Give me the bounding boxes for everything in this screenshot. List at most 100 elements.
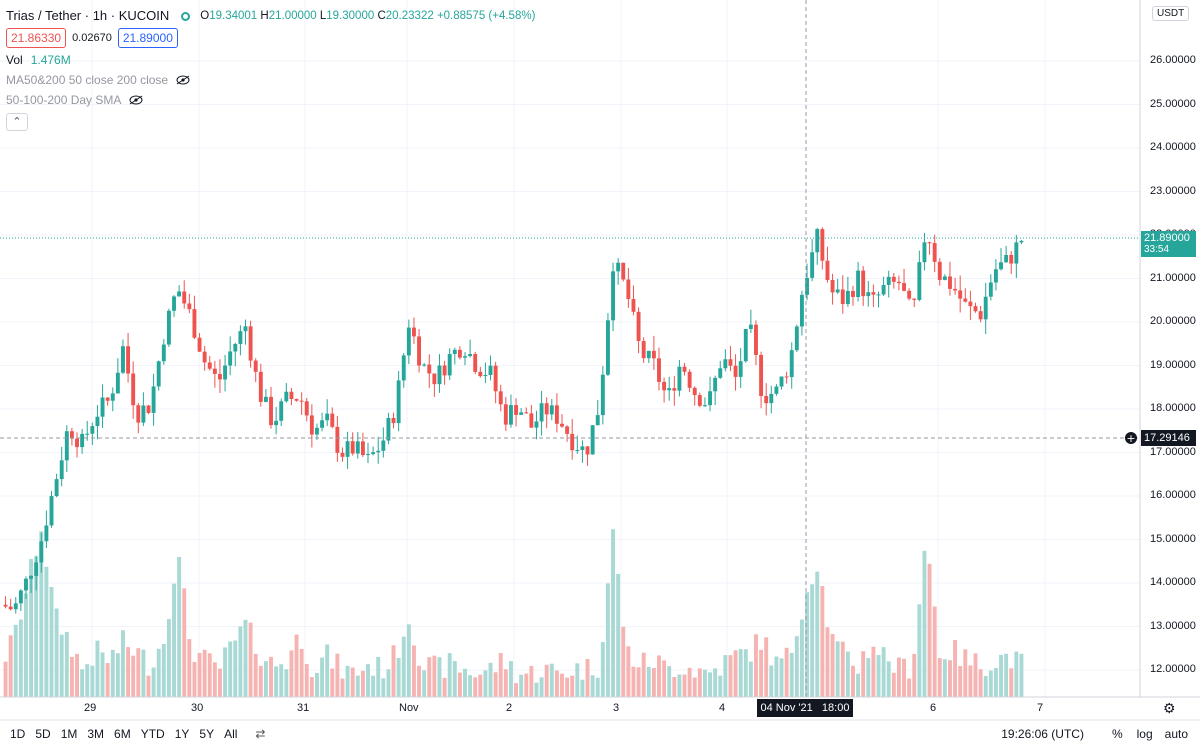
hidden-eye-icon[interactable] xyxy=(129,95,143,105)
price-tick-label: 17.00000 xyxy=(1150,445,1196,458)
volume-bar xyxy=(340,678,345,697)
candle-body xyxy=(146,405,151,413)
ohlc-values: O19.34001 H21.00000 L19.30000 C20.23322 … xyxy=(200,10,536,22)
volume-bar xyxy=(677,674,682,697)
volume-bar xyxy=(514,683,519,697)
volume-bar xyxy=(442,677,447,697)
candle-body xyxy=(549,405,554,415)
candle-body xyxy=(958,290,963,299)
auto-toggle[interactable]: auto xyxy=(1164,727,1188,741)
candle-body xyxy=(738,361,743,377)
candle-body xyxy=(851,290,855,297)
candle-body xyxy=(90,426,95,434)
candle-body xyxy=(381,440,386,451)
volume-bar xyxy=(355,675,360,697)
sell-price[interactable]: 21.86330 xyxy=(6,28,67,48)
candle-body xyxy=(366,454,370,456)
volume-bar xyxy=(243,619,248,697)
volume-bar xyxy=(876,654,881,697)
candle-body xyxy=(417,336,422,366)
indicator-ma[interactable]: MA50&200 50 close 200 close xyxy=(6,73,169,87)
candle-body xyxy=(172,296,176,311)
candle-body xyxy=(519,412,524,415)
candle-body xyxy=(64,431,69,461)
clock[interactable]: 19:26:06 (UTC) xyxy=(1001,727,1084,741)
candle-body xyxy=(401,355,406,381)
candle-body xyxy=(605,320,610,375)
candle-body xyxy=(748,324,753,329)
candle-body xyxy=(662,381,667,391)
volume-bar xyxy=(820,586,825,697)
volume-bar xyxy=(570,675,575,697)
volume-bar xyxy=(320,657,325,697)
range-1y[interactable]: 1Y xyxy=(174,727,190,741)
candle-body xyxy=(544,403,549,415)
candle-body xyxy=(427,364,432,374)
time-tick-label: 30 xyxy=(191,702,204,714)
candle-body xyxy=(253,360,258,372)
volume-bar xyxy=(830,633,835,697)
range-ytd[interactable]: YTD xyxy=(140,727,165,741)
hidden-eye-icon[interactable] xyxy=(176,75,190,85)
candle-body xyxy=(539,403,544,422)
candle-body xyxy=(1019,240,1024,243)
candle-body xyxy=(708,391,712,406)
range-5d[interactable]: 5D xyxy=(35,727,51,741)
buy-price[interactable]: 21.89000 xyxy=(117,28,178,48)
candle-body xyxy=(330,413,335,427)
candle-body xyxy=(953,288,958,291)
candle-body xyxy=(611,271,615,321)
candle-body xyxy=(468,354,473,357)
collapse-legend-button[interactable]: ⌃ xyxy=(6,113,28,131)
volume-bar xyxy=(427,657,432,697)
crosshair-add-icon[interactable] xyxy=(1125,432,1137,444)
candle-body xyxy=(207,362,212,369)
volume-bar xyxy=(432,655,437,697)
currency-badge[interactable]: USDT xyxy=(1152,6,1190,21)
candle-body xyxy=(289,391,294,399)
candle-body xyxy=(360,441,365,456)
volume-bar xyxy=(605,583,610,697)
volume-bar xyxy=(662,660,667,697)
candle-body xyxy=(805,277,809,295)
candle-body xyxy=(677,366,682,391)
range-3m[interactable]: 3M xyxy=(87,727,105,741)
time-tick-label: 29 xyxy=(84,702,97,714)
percent-toggle[interactable]: % xyxy=(1111,727,1123,741)
go-to-date-icon[interactable]: ⇄ xyxy=(255,727,266,741)
candle-body xyxy=(799,294,804,327)
candle-body xyxy=(279,401,284,421)
volume-bar xyxy=(560,673,564,697)
range-5y[interactable]: 5Y xyxy=(199,727,215,741)
volume-bar xyxy=(401,636,406,697)
price-tick-label: 12.00000 xyxy=(1150,663,1196,675)
range-1d[interactable]: 1D xyxy=(10,727,26,741)
range-1m[interactable]: 1M xyxy=(60,727,78,741)
settings-gear-icon[interactable]: ⚙ xyxy=(1163,700,1176,716)
volume-bar xyxy=(866,658,871,697)
range-6m[interactable]: 6M xyxy=(114,727,131,741)
price-tick-label: 14.00000 xyxy=(1150,576,1196,588)
volume-bar xyxy=(621,626,626,697)
volume-bar xyxy=(376,656,381,697)
volume-bar xyxy=(1014,651,1019,697)
time-tick-label: Nov xyxy=(399,702,419,714)
candle-body xyxy=(692,387,697,396)
symbol-title[interactable]: Trias / Tether · 1h · KUCOIN xyxy=(6,8,170,23)
range-all[interactable]: All xyxy=(224,727,238,741)
volume-bar xyxy=(682,674,687,697)
indicator-sma[interactable]: 50-100-200 Day SMA xyxy=(6,93,122,107)
candle-body xyxy=(233,343,238,352)
volume-bar xyxy=(493,672,498,697)
candle-body xyxy=(412,327,416,337)
log-toggle[interactable]: log xyxy=(1136,727,1153,741)
legend: Trias / Tether · 1h · KUCOIN O19.34001 H… xyxy=(6,6,536,131)
volume-bars xyxy=(3,529,1024,697)
volume-bar xyxy=(503,669,508,697)
volume-bar xyxy=(902,658,906,697)
volume-bar xyxy=(381,678,386,697)
candle-body xyxy=(657,358,661,382)
volume-bar xyxy=(953,640,958,697)
volume-bar xyxy=(412,645,416,697)
